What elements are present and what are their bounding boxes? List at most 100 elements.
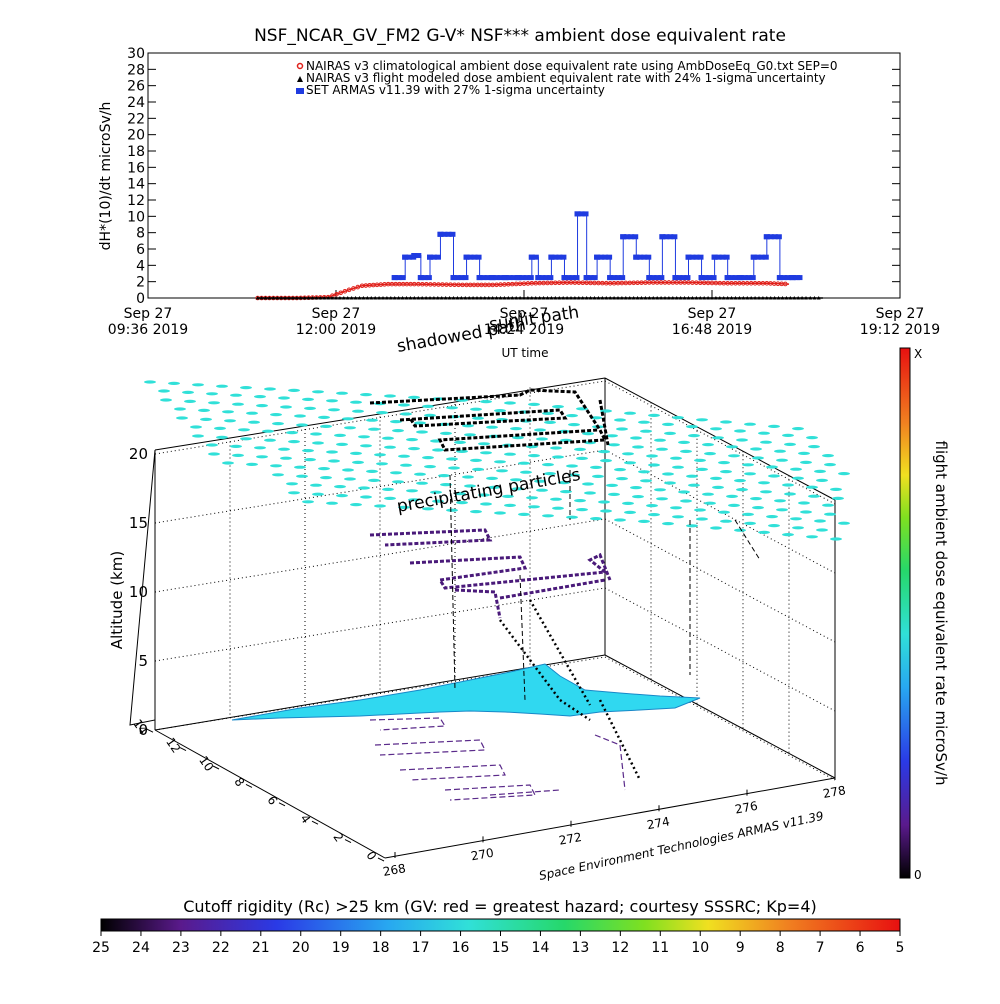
nairas-flight-point xyxy=(533,296,538,300)
rigidity-tick-label: 12 xyxy=(611,940,629,956)
nairas-flight-point xyxy=(384,296,389,300)
grid-line-right xyxy=(604,380,836,505)
particle-dash xyxy=(808,494,820,498)
particle-dash xyxy=(192,434,204,438)
latitude-tick-label: 6 xyxy=(264,793,280,807)
particle-dash xyxy=(344,426,356,430)
nairas-flight-point xyxy=(639,296,644,300)
armas-point xyxy=(676,275,683,281)
nairas-flight-point xyxy=(713,296,718,300)
rigidity-tick-label: 19 xyxy=(332,940,350,956)
nairas-flight-point xyxy=(459,296,464,300)
particle-dash xyxy=(440,483,452,487)
particle-dash xyxy=(782,533,794,537)
nairas-flight-point xyxy=(259,296,264,300)
rigidity-tick-label: 10 xyxy=(691,940,709,956)
nairas-flight-point xyxy=(392,296,397,300)
armas-point xyxy=(645,254,652,260)
armas-point xyxy=(741,275,748,281)
particle-dash xyxy=(406,438,418,442)
rigidity-tick-label: 6 xyxy=(856,940,865,956)
armas-point xyxy=(771,234,778,240)
armas-point xyxy=(471,254,478,260)
credit-text: Space Environment Technologies ARMAS v11… xyxy=(538,809,825,883)
particle-dash xyxy=(776,508,788,512)
legend-marker-nairas-climatological xyxy=(296,62,304,70)
nairas-flight-point xyxy=(279,296,284,300)
altitude-tick-label: 5 xyxy=(138,652,148,670)
particle-dash xyxy=(566,414,578,418)
longitude-tick-label: 278 xyxy=(822,783,847,801)
particle-dash xyxy=(622,501,634,505)
y-tick-label: 2 xyxy=(136,275,145,291)
particle-dash xyxy=(816,528,828,532)
nairas-flight-point xyxy=(482,296,487,300)
particle-dash xyxy=(814,519,826,523)
particle-dash xyxy=(318,415,330,419)
particle-dash xyxy=(534,479,546,483)
particle-dash xyxy=(312,441,324,445)
x-tick-label-date: Sep 27 xyxy=(124,306,173,322)
particle-dash xyxy=(168,381,180,385)
particle-dash xyxy=(174,407,186,411)
armas-point xyxy=(684,275,691,281)
particle-dash xyxy=(342,468,354,472)
particle-dash xyxy=(350,503,362,507)
particle-dash xyxy=(672,465,684,469)
armas-point xyxy=(594,254,601,260)
nairas-flight-point xyxy=(792,296,797,300)
particle-dash xyxy=(592,474,604,478)
armas-point xyxy=(750,254,757,260)
armas-point xyxy=(411,253,418,259)
nairas-flight-point xyxy=(318,296,323,300)
nairas-flight-point xyxy=(616,296,620,300)
rigidity-tick-label: 21 xyxy=(252,940,270,956)
particle-dash xyxy=(614,418,626,422)
nairas-flight-point xyxy=(412,296,417,300)
armas-point xyxy=(637,254,644,260)
particle-dash xyxy=(718,461,730,465)
nairas-flight-point xyxy=(741,296,746,300)
particle-dash xyxy=(832,496,844,500)
particle-dash xyxy=(350,400,362,404)
nairas-flight-point xyxy=(757,296,761,300)
armas-point xyxy=(646,275,653,281)
y-axis-label: dH*(10)/dt microSv/h xyxy=(98,102,114,251)
armas-point xyxy=(728,275,735,281)
x-tick-label-date: Sep 27 xyxy=(312,306,361,322)
nairas-flight-point xyxy=(702,296,707,300)
particle-dash xyxy=(318,467,330,471)
particle-dash xyxy=(768,424,780,428)
x-tick-label-date: Sep 27 xyxy=(876,306,925,322)
nairas-flight-point xyxy=(349,296,354,300)
x-tick-label-time: 09:36 2019 xyxy=(108,322,188,338)
nairas-flight-point xyxy=(745,296,750,300)
armas-point xyxy=(437,231,444,237)
particle-dash xyxy=(286,431,298,435)
particle-dash xyxy=(416,430,428,434)
armas-point xyxy=(737,275,744,281)
particle-dash xyxy=(768,474,780,478)
x-tick-label-time: 16:48 2019 xyxy=(672,322,752,338)
series-armas-line xyxy=(394,213,800,279)
nairas-flight-point xyxy=(619,296,624,300)
particle-dash xyxy=(462,424,474,428)
particle-dash xyxy=(760,440,772,444)
particle-dash xyxy=(512,487,524,491)
armas-point xyxy=(758,254,765,260)
particle-dash xyxy=(542,514,554,518)
rigidity-tick-label: 16 xyxy=(452,940,470,956)
particle-dash xyxy=(734,429,746,433)
particle-dash xyxy=(670,456,682,460)
particle-dash xyxy=(464,484,476,488)
nairas-flight-point xyxy=(816,296,821,300)
nairas-flight-point xyxy=(298,296,303,300)
particle-dash xyxy=(398,403,410,407)
particle-dash xyxy=(296,474,308,478)
particle-dash xyxy=(264,387,276,391)
latitude-tick-mark xyxy=(344,839,352,844)
latitude-tick-label: 0 xyxy=(363,849,379,863)
particle-dash xyxy=(590,517,602,521)
nairas-clim-point xyxy=(338,290,344,296)
